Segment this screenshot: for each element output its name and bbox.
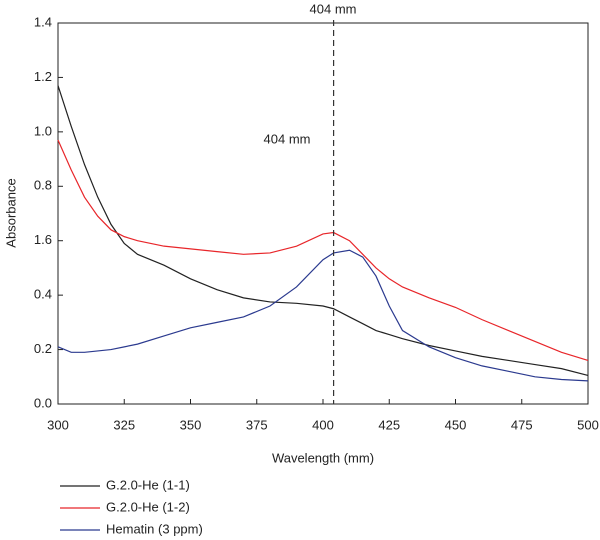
legend-label: Hematin (3 ppm)	[106, 521, 203, 536]
series-line	[57, 249, 589, 382]
y-tick-label: 1.0	[34, 123, 52, 138]
y-tick-label: 1.6	[34, 232, 52, 247]
y-tick-label: 0.4	[34, 287, 52, 302]
y-tick-label: 1.4	[34, 14, 52, 29]
x-tick-label: 500	[577, 417, 599, 432]
x-tick-label: 325	[113, 417, 135, 432]
y-tick-label: 0.2	[34, 341, 52, 356]
x-tick-label: 400	[312, 417, 334, 432]
x-tick-label: 450	[445, 417, 467, 432]
x-tick-label: 300	[47, 417, 69, 432]
y-axis-label: Absorbance	[3, 178, 18, 247]
y-tick-label: 0.8	[34, 178, 52, 193]
x-tick-label: 375	[246, 417, 268, 432]
legend-label: G.2.0-He (1-2)	[106, 499, 190, 514]
plot-frame	[57, 22, 589, 405]
series-line	[57, 85, 589, 377]
x-axis-label: Wavelength (mm)	[272, 450, 374, 465]
annotation: 404 mm	[264, 131, 311, 146]
x-tick-label: 475	[511, 417, 533, 432]
legend-label: G.2.0-He (1-1)	[106, 477, 190, 492]
y-tick-label: 0.0	[34, 395, 52, 410]
x-tick-label: 350	[180, 417, 202, 432]
y-tick-label: 1.2	[34, 69, 52, 84]
x-tick-label: 425	[378, 417, 400, 432]
series-line	[57, 139, 589, 362]
annotation: 404 mm	[310, 1, 357, 16]
